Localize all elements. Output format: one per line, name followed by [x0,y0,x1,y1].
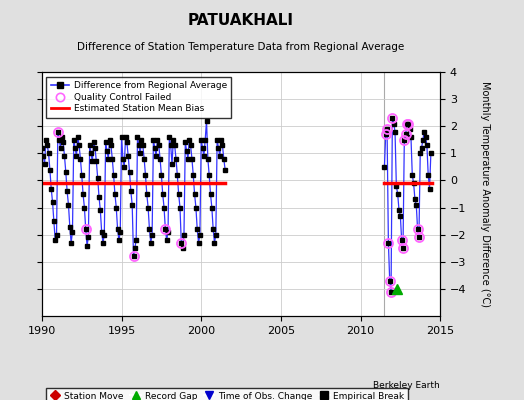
Y-axis label: Monthly Temperature Anomaly Difference (°C): Monthly Temperature Anomaly Difference (… [481,81,490,307]
Text: PATUAKHALI: PATUAKHALI [188,13,294,28]
Text: Berkeley Earth: Berkeley Earth [374,381,440,390]
Text: Difference of Station Temperature Data from Regional Average: Difference of Station Temperature Data f… [78,42,405,52]
Legend: Station Move, Record Gap, Time of Obs. Change, Empirical Break: Station Move, Record Gap, Time of Obs. C… [47,388,408,400]
